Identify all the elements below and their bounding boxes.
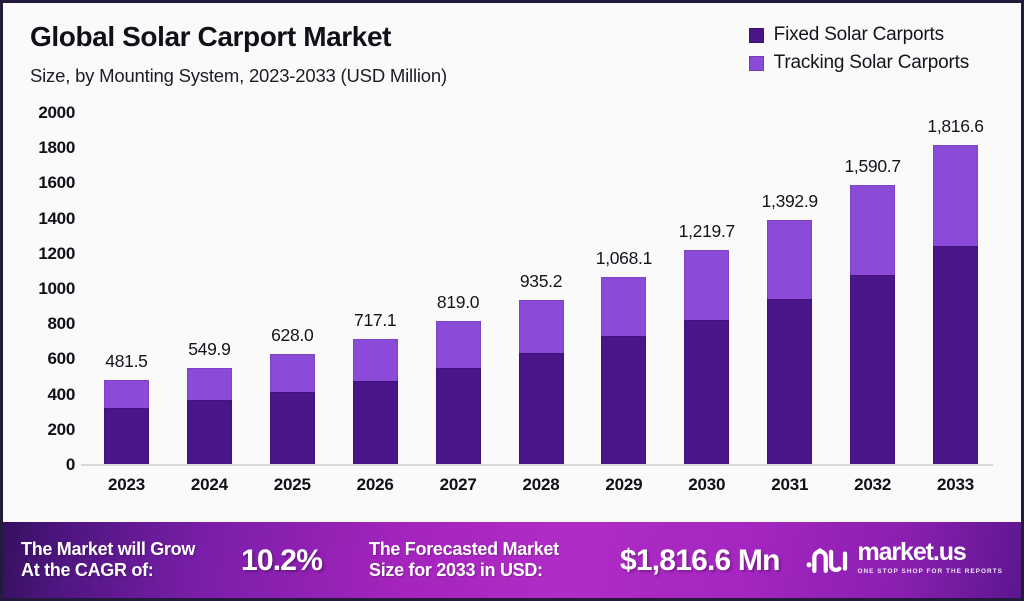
bar-value-label: 819.0 bbox=[436, 291, 480, 312]
x-axis-tick-label: 2027 bbox=[439, 475, 477, 494]
legend-item[interactable]: Fixed Solar Carports bbox=[748, 21, 969, 49]
bar-value-label: 1,590.7 bbox=[844, 156, 901, 177]
market-us-logo-icon bbox=[807, 547, 848, 573]
x-axis-tick-label: 2028 bbox=[522, 475, 560, 494]
bar-segment-fixed-solar-carports[interactable] bbox=[684, 320, 730, 465]
logo-text: market.us ONE STOP SHOP FOR THE REPORTS bbox=[857, 538, 1003, 576]
chart-header: Global Solar Carport Market Size, by Mou… bbox=[3, 3, 1021, 99]
forecast-caption: The Forecasted Market Size for 2033 in U… bbox=[369, 539, 559, 581]
y-axis-tick-label: 400 bbox=[47, 384, 76, 404]
x-axis-tick-label: 2024 bbox=[190, 475, 228, 494]
bar-group[interactable] bbox=[684, 250, 730, 465]
bar-group[interactable] bbox=[850, 185, 896, 465]
bar-segment-fixed-solar-carports[interactable] bbox=[518, 352, 564, 465]
bar-segment-tracking-solar-carports[interactable] bbox=[850, 185, 896, 275]
cagr-value: 10.2% bbox=[241, 544, 323, 577]
forecast-value: $1,816.6 Mn bbox=[620, 544, 780, 577]
forecast-caption-line-1: The Forecasted Market bbox=[369, 539, 559, 559]
y-axis-tick-label: 1200 bbox=[38, 243, 75, 263]
y-axis-tick-label: 600 bbox=[47, 349, 76, 369]
x-axis-tick-label: 2023 bbox=[107, 475, 145, 494]
x-axis-tick-label: 2026 bbox=[356, 475, 394, 494]
bar-segment-fixed-solar-carports[interactable] bbox=[352, 380, 398, 465]
y-axis-tick-label: 0 bbox=[65, 455, 75, 474]
bar-segment-fixed-solar-carports[interactable] bbox=[933, 245, 979, 465]
bar-value-label: 1,219.7 bbox=[678, 221, 736, 242]
bar-value-label: 628.0 bbox=[271, 325, 314, 346]
bar-value-label: 1,816.6 bbox=[927, 116, 984, 137]
bar-group[interactable] bbox=[601, 277, 647, 465]
bar-value-label: 935.2 bbox=[519, 271, 563, 292]
bar-segment-tracking-solar-carports[interactable] bbox=[352, 338, 398, 381]
x-axis-tick-label: 2033 bbox=[937, 475, 975, 494]
market-us-logo[interactable]: market.us ONE STOP SHOP FOR THE REPORTS bbox=[806, 540, 1003, 575]
bar-value-label: 1,392.9 bbox=[761, 190, 819, 211]
summary-banner: The Market will Grow At the CAGR of: 10.… bbox=[3, 522, 1021, 598]
legend-item-label: Fixed Solar Carports bbox=[773, 24, 944, 45]
y-axis-tick-label: 1000 bbox=[38, 279, 75, 298]
bar-value-label: 1,068.1 bbox=[595, 248, 653, 269]
x-axis-line bbox=[81, 464, 993, 466]
bar-group[interactable] bbox=[933, 145, 979, 465]
y-axis-tick-label: 1400 bbox=[38, 208, 75, 228]
bar-value-label: 481.5 bbox=[105, 351, 148, 372]
bar-segment-tracking-solar-carports[interactable] bbox=[933, 145, 979, 246]
bar-segment-tracking-solar-carports[interactable] bbox=[684, 250, 730, 321]
y-axis-tick-label: 1800 bbox=[38, 138, 75, 158]
x-axis-tick-label: 2031 bbox=[771, 475, 809, 494]
logo-tagline: ONE STOP SHOP FOR THE REPORTS bbox=[857, 568, 1003, 575]
forecast-caption-line-2: Size for 2033 in USD: bbox=[369, 560, 543, 581]
bar-segment-tracking-solar-carports[interactable] bbox=[767, 219, 813, 299]
x-axis-tick-label: 2030 bbox=[688, 475, 726, 494]
y-axis-labels: 0 200 400 600 800 1000 1200 1400 1600 1800 2000 bbox=[3, 103, 76, 474]
bar-group[interactable] bbox=[435, 320, 481, 465]
y-axis-tick-label: 800 bbox=[47, 314, 76, 334]
x-axis-tick-label: 2029 bbox=[605, 475, 643, 494]
cagr-caption-line-2: At the CAGR of: bbox=[21, 560, 154, 581]
bar-segment-fixed-solar-carports[interactable] bbox=[103, 407, 149, 465]
legend-item-label: Tracking Solar Carports bbox=[773, 52, 970, 73]
legend-item[interactable]: Tracking Solar Carports bbox=[748, 49, 970, 77]
logo-name: market.us bbox=[857, 538, 966, 566]
y-axis-tick-label: 1600 bbox=[38, 173, 75, 193]
bar-segment-fixed-solar-carports[interactable] bbox=[269, 391, 315, 465]
bar-value-label: 717.1 bbox=[354, 309, 397, 330]
plot-area: 481.5 549.9 628.0 717.1 819.0 935.2 1,068.1 1,2… bbox=[81, 113, 1001, 465]
bar-segment-fixed-solar-carports[interactable] bbox=[850, 274, 896, 465]
bar-segment-fixed-solar-carports[interactable] bbox=[435, 367, 481, 465]
bar-segment-fixed-solar-carports[interactable] bbox=[601, 336, 647, 465]
chart-legend: Fixed Solar Carports Tracking Solar Carpo… bbox=[748, 21, 970, 77]
bar-segment-tracking-solar-carports[interactable] bbox=[269, 354, 315, 392]
y-axis-tick-label: 200 bbox=[47, 419, 76, 439]
chart-subtitle: Size, by Mounting System, 2023-2033 (USD… bbox=[30, 65, 447, 86]
bar-group[interactable] bbox=[767, 219, 813, 465]
bar-segment-tracking-solar-carports[interactable] bbox=[601, 277, 647, 337]
page-title: Global Solar Carport Market bbox=[30, 21, 392, 52]
bar-segment-fixed-solar-carports[interactable] bbox=[767, 298, 813, 465]
bar-group[interactable] bbox=[269, 354, 315, 465]
bar-segment-tracking-solar-carports[interactable] bbox=[103, 380, 149, 408]
square-swatch-icon bbox=[748, 55, 764, 71]
bar-group[interactable] bbox=[352, 338, 398, 465]
bar-group[interactable] bbox=[103, 380, 149, 465]
x-axis-tick-label: 2025 bbox=[273, 475, 311, 494]
square-swatch-icon bbox=[748, 27, 764, 43]
cagr-caption-line-1: The Market will Grow bbox=[21, 539, 196, 559]
x-axis-tick-label: 2032 bbox=[854, 475, 892, 494]
y-axis-tick-label: 2000 bbox=[38, 103, 75, 122]
cagr-caption: The Market will Grow At the CAGR of: bbox=[21, 539, 195, 581]
bar-value-label: 549.9 bbox=[188, 339, 231, 360]
bar-segment-tracking-solar-carports[interactable] bbox=[518, 300, 564, 353]
bar-segment-tracking-solar-carports[interactable] bbox=[435, 320, 481, 368]
bar-segment-tracking-solar-carports[interactable] bbox=[186, 368, 232, 401]
bar-group[interactable] bbox=[186, 368, 232, 465]
bar-group[interactable] bbox=[518, 300, 564, 465]
bar-segment-fixed-solar-carports[interactable] bbox=[186, 400, 232, 465]
